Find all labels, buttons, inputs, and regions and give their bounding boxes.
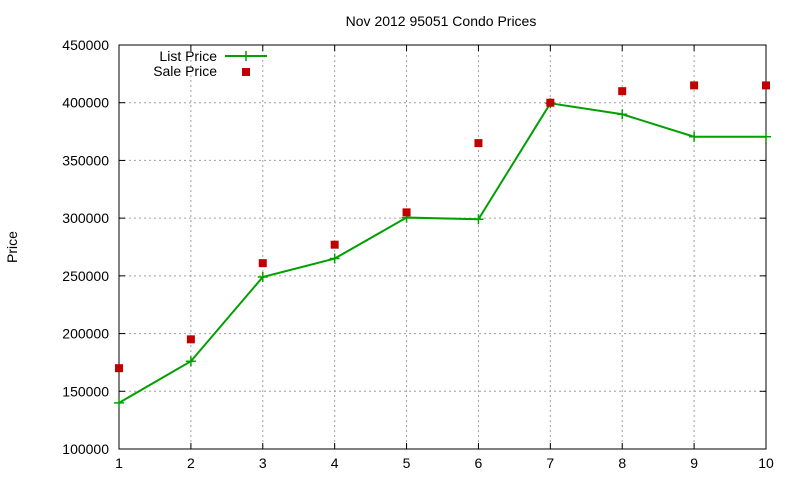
list-price-point: [689, 131, 700, 142]
y-axis-label: Price: [4, 231, 20, 263]
series-line-list-price: [118, 102, 766, 404]
x-tick-label: 3: [259, 455, 267, 471]
sale-price-point: [330, 240, 339, 249]
sale-price-point: [186, 335, 195, 344]
y-tick-label: 100000: [62, 441, 109, 457]
x-tick-label: 2: [187, 455, 195, 471]
sale-price-point: [402, 208, 411, 217]
x-tick-label: 8: [618, 455, 626, 471]
list-price-point: [617, 109, 628, 120]
x-tick-label: 6: [475, 455, 483, 471]
plot-frame: [118, 44, 767, 450]
list-price-point: [329, 253, 340, 264]
chart-legend: List Price Sale Price: [153, 48, 267, 79]
list-price-point: [257, 272, 268, 283]
sale-price-point: [690, 81, 699, 90]
list-price-point: [114, 397, 124, 408]
y-tick-label: 350000: [62, 152, 109, 168]
tick-labels: 100000 150000 200000 250000 300000 350000 4000…: [62, 37, 774, 471]
sale-price-point: [115, 364, 123, 373]
legend-label-sale-price: Sale Price: [153, 63, 217, 79]
x-tick-label: 9: [690, 455, 698, 471]
legend-marker-sale-price: [242, 68, 250, 76]
sale-price-point: [762, 81, 770, 90]
y-tick-label: 200000: [62, 326, 109, 342]
legend-label-list-price: List Price: [159, 48, 217, 64]
list-price-point: [185, 356, 196, 367]
y-tick-label: 400000: [62, 95, 109, 111]
axis-ticks: [118, 44, 767, 450]
legend-marker-list-price: [241, 51, 251, 61]
sale-price-point: [474, 139, 483, 148]
data-series: [114, 81, 771, 408]
sale-price-point: [258, 259, 267, 268]
chart-title: Nov 2012 95051 Condo Prices: [346, 13, 537, 29]
x-tick-label: 1: [115, 455, 123, 471]
grid-lines: [119, 45, 766, 449]
sale-price-point: [618, 87, 627, 96]
x-tick-label: 4: [331, 455, 339, 471]
x-tick-label: 7: [546, 455, 554, 471]
sale-price-point: [546, 98, 555, 107]
y-tick-label: 150000: [62, 383, 109, 399]
list-price-point: [761, 131, 771, 142]
list-price-point: [473, 214, 484, 225]
x-tick-label: 10: [758, 455, 774, 471]
x-tick-label: 5: [403, 455, 411, 471]
y-tick-label: 450000: [62, 37, 109, 53]
y-tick-label: 250000: [62, 268, 109, 284]
y-tick-label: 300000: [62, 210, 109, 226]
